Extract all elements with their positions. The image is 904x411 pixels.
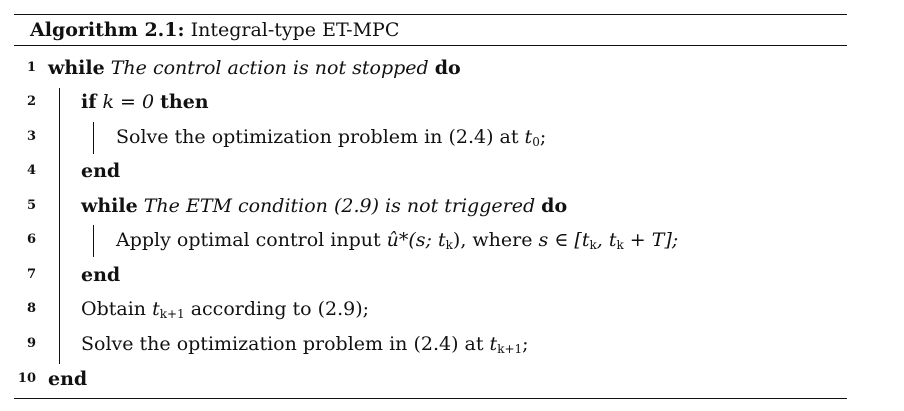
time-subscript: k+1 bbox=[497, 342, 523, 356]
algorithm-line-4: 4 end bbox=[0, 155, 904, 187]
interval-mid: , t bbox=[596, 229, 617, 251]
if-block-guide bbox=[93, 122, 94, 154]
line-number: 8 bbox=[26, 301, 36, 316]
while-block-guide bbox=[59, 88, 60, 364]
keyword-while: while bbox=[81, 195, 138, 217]
line-number: 4 bbox=[26, 163, 36, 178]
algorithm-line-8: 8 Obtain tk+1 according to (2.9); bbox=[0, 293, 904, 325]
algorithm-line-6: 6 Apply optimal control input û*(s; tk),… bbox=[0, 224, 904, 256]
keyword-while: while bbox=[48, 57, 105, 79]
time-subscript: k+1 bbox=[159, 307, 185, 321]
algorithm-label: Algorithm 2.1: bbox=[30, 19, 185, 41]
statement-text: Apply optimal control input bbox=[116, 229, 387, 251]
interval-subscript-2: k bbox=[616, 238, 624, 252]
line-number: 10 bbox=[17, 371, 36, 386]
line-number: 7 bbox=[26, 267, 36, 282]
keyword-if: if bbox=[81, 91, 97, 113]
inner-while-block-guide bbox=[93, 225, 94, 257]
statement-end: ; bbox=[522, 333, 529, 355]
line-number: 5 bbox=[26, 198, 36, 213]
algorithm-line-2: 2 if k = 0 then bbox=[0, 86, 904, 118]
keyword-end: end bbox=[48, 368, 88, 390]
statement-end: according to (2.9); bbox=[184, 298, 370, 320]
control-input-subscript: k bbox=[445, 238, 453, 252]
keyword-do: do bbox=[541, 195, 568, 217]
loop-condition: The control action is not stopped bbox=[110, 57, 429, 79]
time-variable: t bbox=[489, 333, 498, 355]
line-number: 6 bbox=[26, 232, 36, 247]
algorithm-line-1: 1 while The control action is not stoppe… bbox=[0, 52, 904, 84]
statement-text: Solve the optimization problem in (2.4) … bbox=[81, 333, 490, 355]
interval-end: + T]; bbox=[623, 229, 679, 251]
statement-mid: ), where bbox=[452, 229, 539, 251]
algorithm-title: Integral-type ET-MPC bbox=[190, 19, 400, 41]
interval-subscript-1: k bbox=[589, 238, 597, 252]
keyword-then: then bbox=[160, 91, 209, 113]
loop-condition: The ETM condition (2.9) is not triggered bbox=[143, 195, 536, 217]
time-subscript: 0 bbox=[532, 135, 540, 149]
line-number: 3 bbox=[26, 129, 36, 144]
time-variable: t bbox=[524, 126, 533, 148]
algorithm-line-7: 7 end bbox=[0, 259, 904, 291]
keyword-end: end bbox=[81, 160, 121, 182]
algorithm-line-5: 5 while The ETM condition (2.9) is not t… bbox=[0, 190, 904, 222]
keyword-end: end bbox=[81, 264, 121, 286]
algorithm-line-9: 9 Solve the optimization problem in (2.4… bbox=[0, 328, 904, 360]
algorithm-line-3: 3 Solve the optimization problem in (2.4… bbox=[0, 121, 904, 153]
statement-end: ; bbox=[539, 126, 547, 148]
caption-rule bbox=[14, 45, 847, 46]
algorithm-caption: Algorithm 2.1: Integral-type ET-MPC bbox=[30, 16, 399, 44]
statement-text: Obtain bbox=[81, 298, 153, 320]
keyword-do: do bbox=[434, 57, 461, 79]
line-number: 9 bbox=[26, 336, 36, 351]
if-condition: k = 0 bbox=[102, 91, 155, 113]
line-number: 1 bbox=[26, 60, 36, 75]
time-variable: t bbox=[152, 298, 160, 320]
algorithm-line-10: 10 end bbox=[0, 363, 904, 395]
line-number: 2 bbox=[26, 94, 36, 109]
control-input-expr: û*(s; t bbox=[386, 229, 446, 251]
interval-expr: s ∈ [t bbox=[538, 229, 590, 251]
bottom-rule bbox=[14, 398, 847, 399]
top-rule bbox=[14, 14, 847, 15]
statement-text: Solve the optimization problem in (2.4) … bbox=[116, 126, 525, 148]
